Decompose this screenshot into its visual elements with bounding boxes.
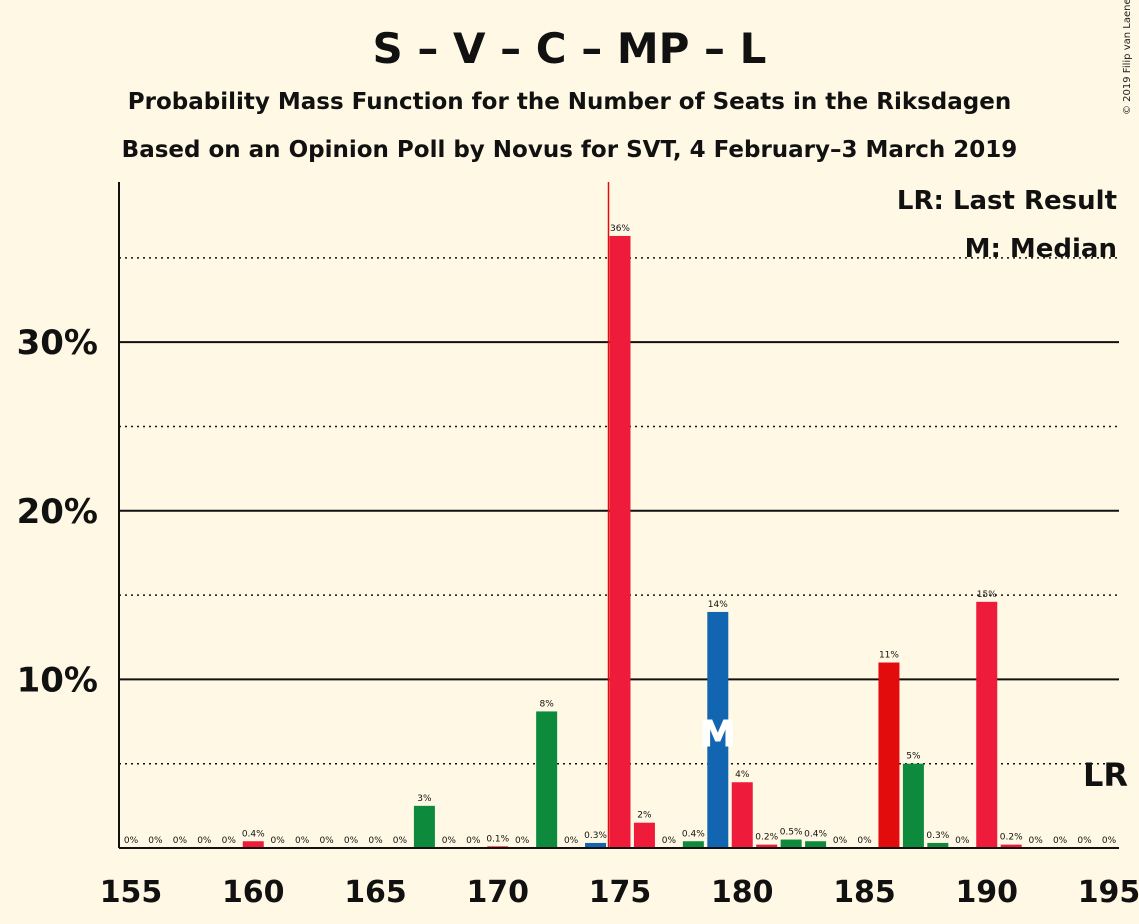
chart-subtitle: Probability Mass Function for the Number… xyxy=(127,89,1012,115)
bar-label-seat-166: 0% xyxy=(393,836,408,846)
bar-value-labels: 0% 0% 0% 0% 0% 0.4% 0% 0% 0% 0% 0% 0% 3% 0% 0% 0.1% 0% 8%… xyxy=(124,224,1117,846)
bar-seat-187 xyxy=(902,763,924,848)
bar-label-seat-175: 36% xyxy=(610,224,630,234)
bar-seat-179 xyxy=(707,611,729,848)
bar-seat-181 xyxy=(756,844,778,848)
bar-seat-174 xyxy=(585,842,607,848)
x-tick-label: 180 xyxy=(711,875,774,910)
bar-label-seat-156: 0% xyxy=(148,836,163,846)
bar-series: M xyxy=(242,182,1022,848)
bar-label-seat-171: 0% xyxy=(515,836,530,846)
last-result-marker: LR xyxy=(1083,756,1128,794)
chart-title: S – V – C – MP – L xyxy=(372,24,767,73)
bar-label-seat-185: 0% xyxy=(857,836,872,846)
bar-label-seat-174: 0.3% xyxy=(584,831,607,841)
bar-seat-172 xyxy=(536,711,558,848)
x-tick-label: 165 xyxy=(344,875,407,910)
y-tick-label: 30% xyxy=(17,323,98,363)
bar-seat-167 xyxy=(413,805,435,848)
bar-label-seat-161: 0% xyxy=(271,836,286,846)
bar-label-seat-194: 0% xyxy=(1077,836,1092,846)
axes: 10% 20% 30% 155 160 165 170 175 180 185 190 195 xyxy=(17,182,1139,910)
bar-label-seat-178: 0.4% xyxy=(682,829,705,839)
bar-label-seat-182: 0.5% xyxy=(780,828,803,838)
x-tick-label: 160 xyxy=(222,875,285,910)
bar-label-seat-163: 0% xyxy=(319,836,334,846)
bar-seat-160 xyxy=(242,841,264,848)
bar-label-seat-157: 0% xyxy=(173,836,188,846)
bar-label-seat-181: 0.2% xyxy=(755,833,778,843)
x-tick-label: 170 xyxy=(466,875,529,910)
bar-label-seat-190: 15% xyxy=(977,590,997,600)
bar-label-seat-195: 0% xyxy=(1102,836,1117,846)
bar-label-seat-165: 0% xyxy=(368,836,383,846)
bar-label-seat-160: 0.4% xyxy=(242,829,265,839)
bar-label-seat-192: 0% xyxy=(1029,836,1044,846)
median-marker: M xyxy=(700,714,736,755)
bar-seat-182 xyxy=(780,839,802,848)
bar-label-seat-168: 0% xyxy=(442,836,457,846)
y-tick-label: 20% xyxy=(17,492,98,532)
bar-label-seat-191: 0.2% xyxy=(1000,833,1023,843)
bar-seat-175 xyxy=(609,235,631,848)
bar-seat-191 xyxy=(1000,844,1022,848)
x-tick-label: 195 xyxy=(1078,875,1139,910)
bar-seat-183 xyxy=(805,841,827,848)
bar-seat-186 xyxy=(878,662,900,848)
x-tick-label: 190 xyxy=(955,875,1018,910)
legend-median: M: Median xyxy=(965,234,1117,264)
bar-label-seat-173: 0% xyxy=(564,836,579,846)
bar-seat-176 xyxy=(633,822,655,848)
x-tick-label: 175 xyxy=(589,875,652,910)
bar-label-seat-162: 0% xyxy=(295,836,310,846)
bar-label-seat-186: 11% xyxy=(879,651,899,661)
bar-label-seat-180: 4% xyxy=(735,770,750,780)
bar-label-seat-179: 14% xyxy=(708,600,728,610)
bar-label-seat-183: 0.4% xyxy=(804,829,827,839)
legend-last-result: LR: Last Result xyxy=(897,186,1117,216)
x-tick-label: 185 xyxy=(833,875,896,910)
bar-label-seat-188: 0.3% xyxy=(926,831,949,841)
bar-label-seat-189: 0% xyxy=(955,836,970,846)
bar-label-seat-155: 0% xyxy=(124,836,139,846)
legend: LR: Last Result M: Median LR xyxy=(897,186,1128,794)
bar-label-seat-176: 2% xyxy=(637,811,652,821)
bar-label-seat-158: 0% xyxy=(197,836,212,846)
bar-label-seat-164: 0% xyxy=(344,836,359,846)
bar-label-seat-193: 0% xyxy=(1053,836,1068,846)
bar-seat-178 xyxy=(682,841,704,848)
bar-label-seat-170: 0.1% xyxy=(486,834,509,844)
chart-subtitle-poll: Based on an Opinion Poll by Novus for SV… xyxy=(121,137,1018,163)
x-tick-label: 155 xyxy=(100,875,163,910)
bar-label-seat-172: 8% xyxy=(540,699,555,709)
bar-label-seat-169: 0% xyxy=(466,836,481,846)
y-tick-label: 10% xyxy=(17,660,98,700)
bar-label-seat-167: 3% xyxy=(417,794,432,804)
bar-label-seat-177: 0% xyxy=(662,836,677,846)
bar-seat-190 xyxy=(976,601,998,848)
bar-label-seat-159: 0% xyxy=(222,836,237,846)
bar-seat-188 xyxy=(927,842,949,848)
bar-seat-180 xyxy=(731,782,753,848)
bar-label-seat-184: 0% xyxy=(833,836,848,846)
bar-label-seat-187: 5% xyxy=(906,752,921,762)
